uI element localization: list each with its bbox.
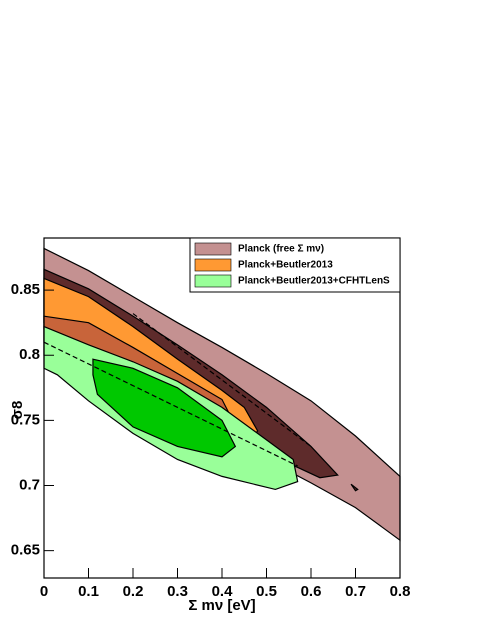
- fit-line: [43, 341, 298, 467]
- y-tick-label: 0.85: [11, 281, 40, 298]
- legend-label: Planck+Beutler2013: [238, 260, 333, 271]
- legend-label: Planck+Beutler2013+CFHTLenS: [238, 276, 390, 287]
- x-tick-label: 0.2: [123, 583, 144, 600]
- x-tick-label: 0.5: [256, 583, 277, 600]
- y-tick-label: 0.65: [11, 542, 40, 559]
- y-tick-label: 0.7: [19, 476, 40, 493]
- y-tick-label: 0.75: [11, 411, 40, 428]
- y-tick-label: 0.8: [19, 346, 40, 363]
- x-tick-label: 0.7: [345, 583, 366, 600]
- x-axis-label: Σ mν [eV]: [188, 597, 255, 614]
- y-axis-label: σ8: [9, 401, 26, 420]
- legend-swatch: [194, 274, 232, 288]
- legend-swatch: [194, 242, 232, 256]
- x-tick-label: 0.4: [212, 583, 234, 600]
- legend-label: Planck (free Σ mν): [238, 244, 324, 255]
- legend-swatch: [194, 258, 232, 272]
- fit-line: [132, 313, 312, 447]
- x-tick-label: 0: [40, 583, 48, 600]
- x-tick-label: 0.8: [390, 583, 411, 600]
- x-tick-label: 0.1: [78, 583, 99, 600]
- contour-region: [350, 483, 359, 492]
- x-tick-label: 0.3: [167, 583, 188, 600]
- contour-region: [92, 358, 237, 458]
- x-tick-label: 0.6: [301, 583, 322, 600]
